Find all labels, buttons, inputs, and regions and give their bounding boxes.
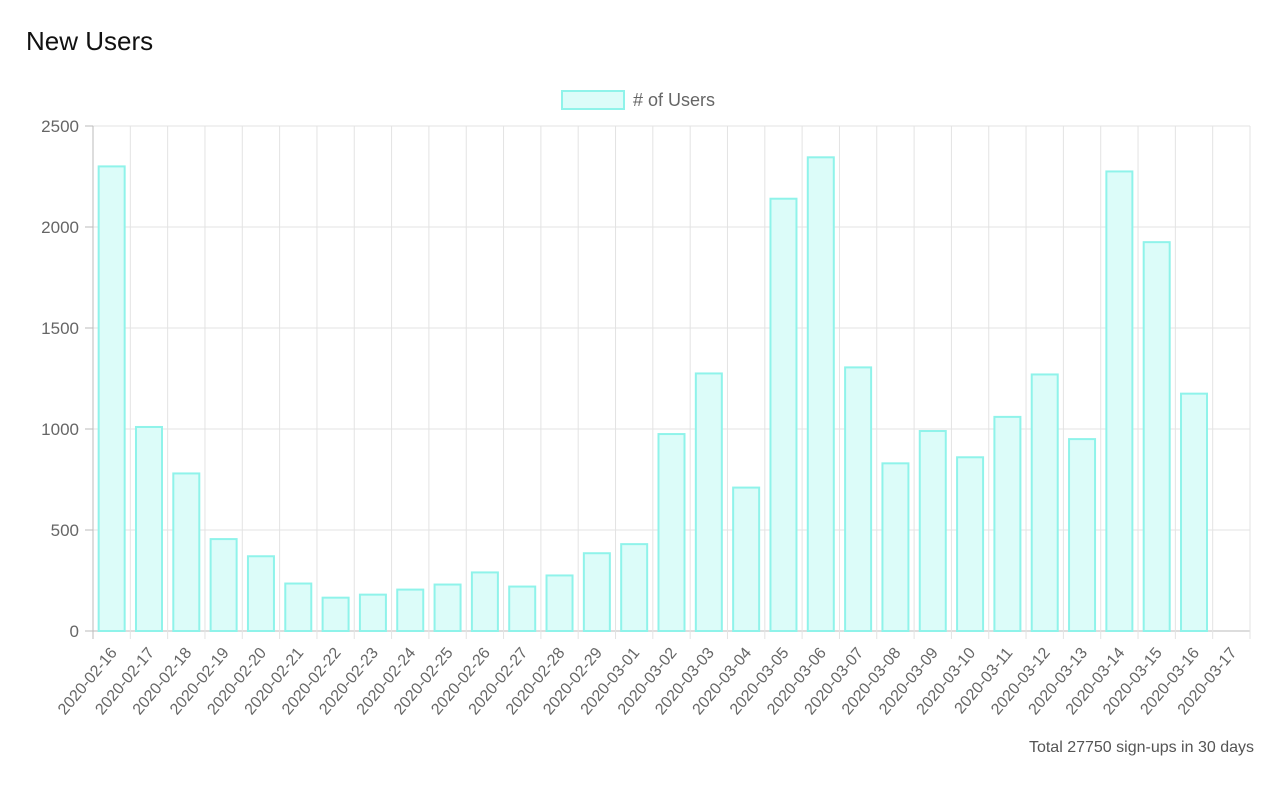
bars	[97, 156, 1209, 633]
total-signups-note: Total 27750 sign-ups in 30 days	[1028, 739, 1254, 756]
bar-2020-02-21[interactable]	[284, 582, 313, 633]
y-tick-label: 2500	[41, 117, 79, 136]
bar-2020-02-27[interactable]	[508, 585, 537, 632]
bar-2020-02-16[interactable]	[97, 165, 126, 632]
y-tick-label: 500	[51, 521, 79, 540]
bar-2020-03-13[interactable]	[1068, 438, 1097, 632]
bar-2020-03-10[interactable]	[956, 456, 985, 632]
bar-2020-03-06[interactable]	[806, 156, 835, 632]
bar-2020-03-09[interactable]	[918, 430, 947, 632]
legend-label[interactable]: # of Users	[633, 90, 715, 110]
grid-lines	[85, 125, 1251, 639]
y-tick-label: 0	[70, 622, 79, 641]
y-tick-label: 1500	[41, 319, 79, 338]
bar-2020-03-02[interactable]	[657, 433, 686, 632]
bar-2020-02-25[interactable]	[433, 583, 462, 632]
bar-2020-02-28[interactable]	[545, 574, 574, 633]
legend[interactable]: # of Users	[561, 90, 715, 110]
bar-2020-02-23[interactable]	[358, 593, 387, 633]
bar-2020-02-24[interactable]	[396, 588, 425, 633]
bar-2020-02-20[interactable]	[246, 555, 275, 633]
x-axis-ticks: 2020-02-162020-02-172020-02-182020-02-19…	[55, 645, 1240, 719]
y-tick-label: 1000	[41, 420, 79, 439]
y-tick-label: 2000	[41, 218, 79, 237]
bar-2020-03-03[interactable]	[694, 372, 723, 632]
bar-2020-03-15[interactable]	[1142, 241, 1171, 632]
bar-2020-02-17[interactable]	[134, 425, 163, 633]
bar-2020-03-05[interactable]	[769, 197, 798, 632]
bar-2020-03-01[interactable]	[620, 543, 649, 633]
page-title: New Users	[26, 26, 154, 56]
bar-2020-02-29[interactable]	[582, 552, 611, 632]
bar-2020-03-16[interactable]	[1180, 392, 1209, 632]
y-axis-ticks: 0 500 1000 1500 2000 2500	[41, 117, 79, 641]
bar-2020-03-04[interactable]	[732, 486, 761, 632]
bar-2020-02-19[interactable]	[209, 538, 238, 633]
bar-2020-02-22[interactable]	[321, 596, 350, 632]
bar-2020-03-11[interactable]	[993, 415, 1022, 632]
bar-2020-03-07[interactable]	[844, 366, 873, 632]
bar-2020-03-12[interactable]	[1030, 373, 1059, 632]
legend-swatch[interactable]	[561, 90, 625, 110]
bar-2020-02-18[interactable]	[172, 472, 201, 632]
bar-2020-02-26[interactable]	[470, 571, 499, 632]
bar-2020-03-14[interactable]	[1105, 170, 1134, 632]
bar-2020-03-08[interactable]	[881, 462, 910, 632]
